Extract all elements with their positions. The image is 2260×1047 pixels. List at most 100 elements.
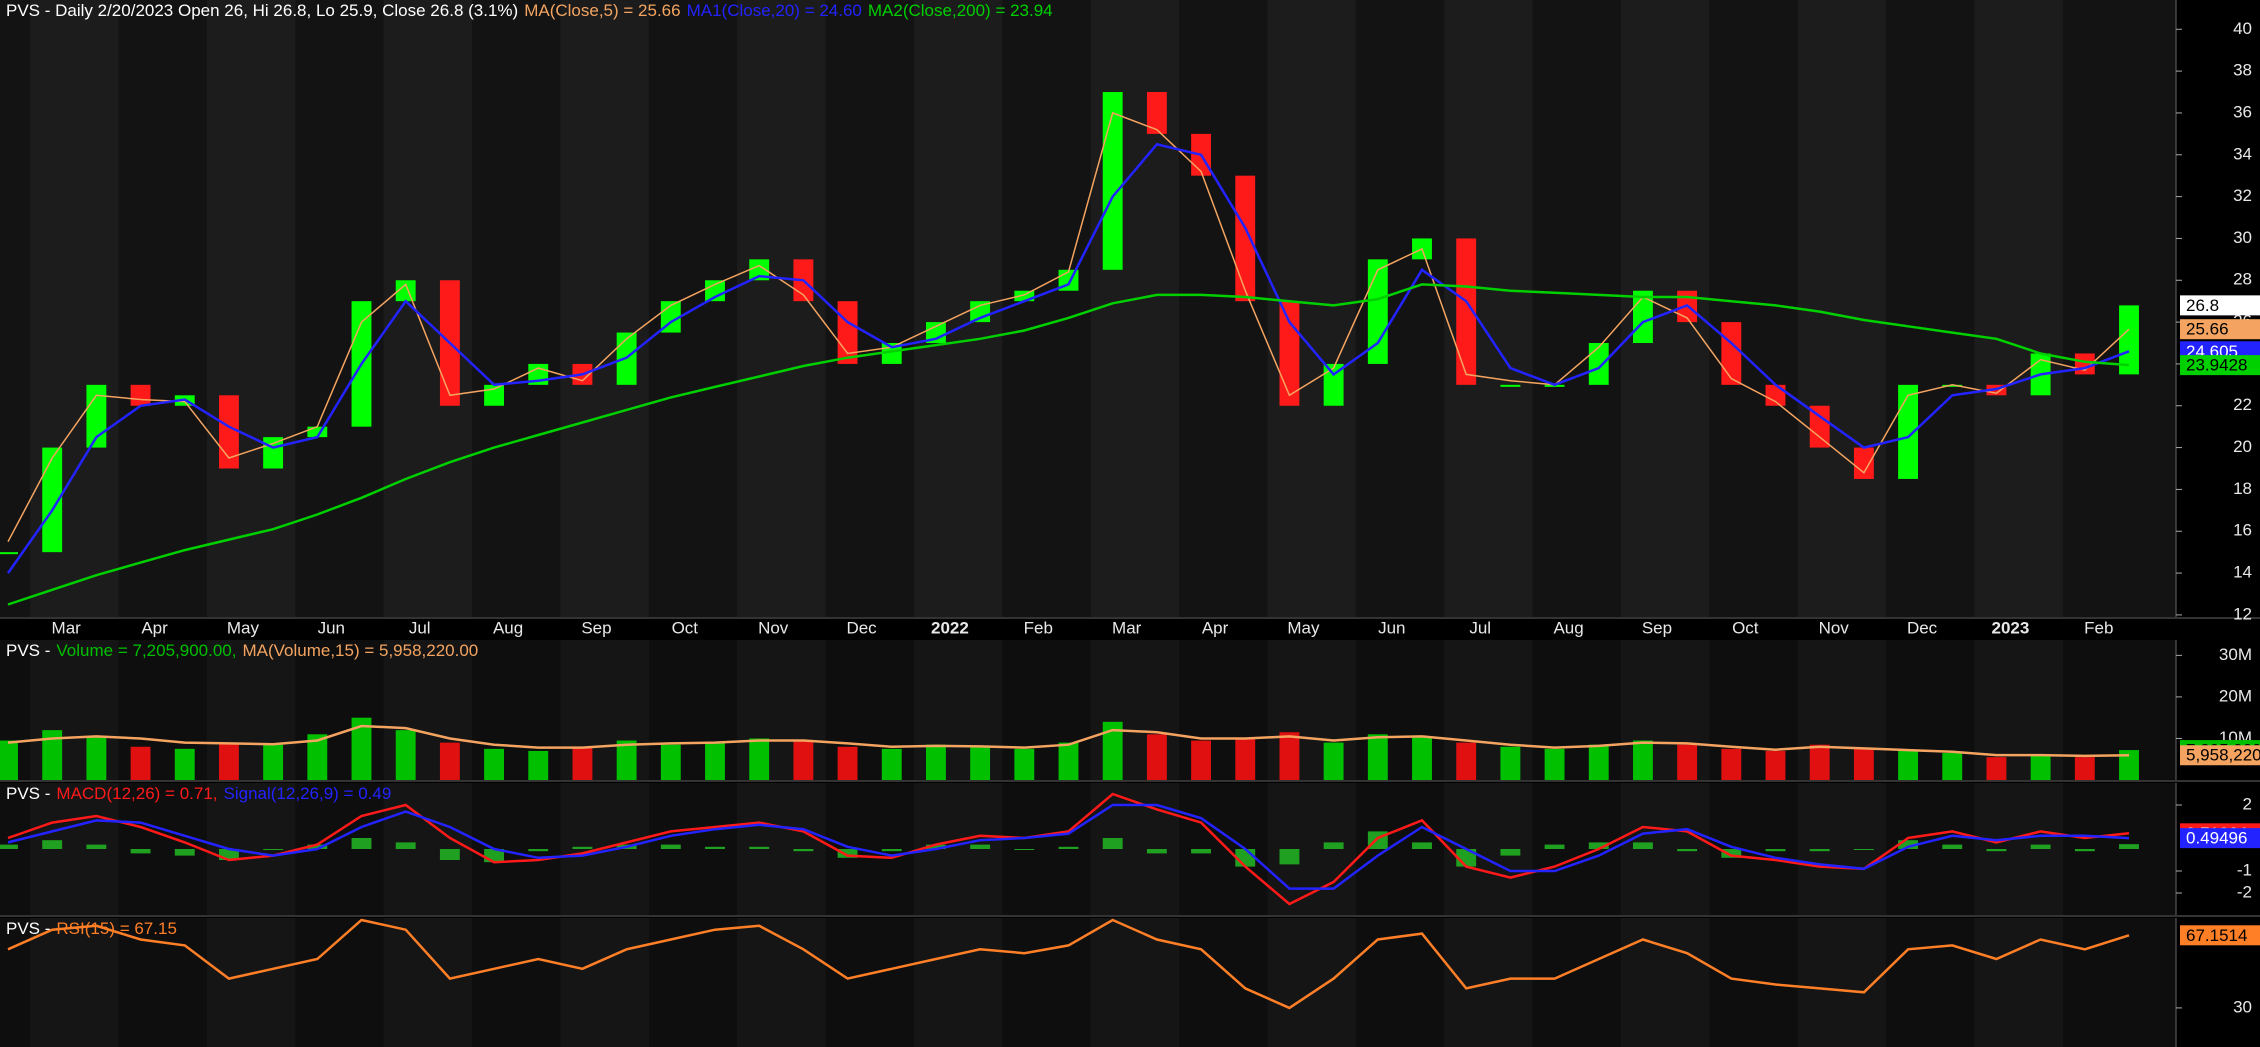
bar bbox=[1279, 849, 1300, 865]
y-tick-label: 14 bbox=[2233, 563, 2252, 582]
bar bbox=[1323, 842, 1344, 849]
y-tick-label: 20 bbox=[2233, 437, 2252, 456]
last-value-box bbox=[2180, 828, 2260, 849]
candle bbox=[1500, 384, 1521, 387]
last-value-label: 67.1514 bbox=[2186, 926, 2247, 945]
y-tick-label: -1 bbox=[2237, 860, 2252, 879]
bar bbox=[1853, 849, 1874, 850]
bar bbox=[1986, 849, 2007, 852]
bar bbox=[130, 849, 151, 854]
month-band bbox=[1797, 918, 1887, 1047]
bar bbox=[1588, 744, 1609, 780]
candle bbox=[749, 259, 770, 281]
x-tick-label: 2022 bbox=[931, 618, 969, 637]
panel-title: PVS - bbox=[6, 784, 51, 803]
bar bbox=[1500, 746, 1521, 780]
month-band bbox=[913, 918, 1003, 1047]
bar bbox=[1058, 846, 1079, 849]
month-band bbox=[1267, 918, 1356, 1047]
bar bbox=[1986, 757, 2007, 780]
candle bbox=[1146, 92, 1167, 134]
month-band bbox=[1797, 0, 1887, 617]
line bbox=[7, 792, 2130, 906]
candle bbox=[1014, 290, 1035, 302]
bar bbox=[837, 746, 858, 780]
candle bbox=[2119, 305, 2139, 375]
bar bbox=[1367, 734, 1388, 780]
bar bbox=[351, 717, 372, 780]
bar bbox=[2030, 844, 2051, 849]
month-band bbox=[1620, 918, 1710, 1047]
bar bbox=[439, 849, 460, 860]
bar bbox=[1942, 752, 1963, 780]
x-tick-label: Nov bbox=[1819, 618, 1850, 637]
bar bbox=[0, 844, 18, 849]
candle bbox=[1942, 384, 1963, 387]
x-tick-label: Feb bbox=[1024, 618, 1053, 637]
bar bbox=[1677, 744, 1698, 780]
panel-header: PVS - Daily 2/20/2023 Open 26, Hi 26.8, … bbox=[6, 1, 1059, 21]
bar bbox=[174, 849, 195, 856]
bar bbox=[86, 736, 107, 780]
y-tick-label: 30M bbox=[2219, 645, 2252, 664]
month-band bbox=[383, 918, 473, 1047]
candle bbox=[1235, 175, 1256, 302]
bar bbox=[1721, 849, 1742, 858]
line bbox=[7, 283, 2130, 606]
y-tick-label: 40 bbox=[2233, 19, 2252, 38]
last-value-box bbox=[2180, 745, 2260, 766]
x-tick-label: May bbox=[1287, 618, 1320, 637]
last-value-box bbox=[2180, 319, 2260, 340]
legend-entry: Signal(12,26,9) = 0.49 bbox=[223, 784, 392, 803]
candle bbox=[1632, 290, 1653, 344]
bar bbox=[837, 849, 858, 858]
bar bbox=[1765, 849, 1786, 852]
bar bbox=[1456, 742, 1477, 780]
panel-header: PVS - Volume = 7,205,900.00, MA(Volume,15)… bbox=[6, 641, 484, 661]
bar bbox=[925, 844, 946, 849]
last-value-label: 25.66 bbox=[2186, 320, 2229, 339]
x-tick-label: Aug bbox=[1553, 618, 1583, 637]
month-band bbox=[30, 918, 119, 1047]
bar bbox=[2074, 757, 2095, 780]
x-tick-label: Jul bbox=[1469, 618, 1491, 637]
legend-entry: MACD(12,26) = 0.71, bbox=[56, 784, 218, 803]
bar bbox=[307, 844, 328, 849]
candle bbox=[0, 552, 18, 555]
bar bbox=[1235, 849, 1256, 867]
x-tick-label: Sep bbox=[581, 618, 611, 637]
bar bbox=[793, 740, 814, 780]
bar bbox=[86, 844, 107, 849]
bar bbox=[1632, 740, 1653, 780]
panel-title: PVS - bbox=[6, 919, 51, 938]
bar bbox=[1279, 732, 1300, 780]
legend-entry: RSI(15) = 67.15 bbox=[56, 919, 177, 938]
candle bbox=[1853, 447, 1874, 479]
x-tick-label: Sep bbox=[1642, 618, 1672, 637]
bar bbox=[705, 742, 725, 780]
bar bbox=[1102, 721, 1123, 780]
legend-entry: MA(Close,5) = 25.66 bbox=[524, 1, 681, 20]
bar bbox=[263, 849, 284, 850]
month-band bbox=[737, 0, 826, 617]
y-tick-label: 20M bbox=[2219, 686, 2252, 705]
bar bbox=[1146, 734, 1167, 780]
bar bbox=[1544, 844, 1565, 849]
bar bbox=[572, 846, 593, 849]
candle bbox=[1456, 238, 1477, 385]
bar bbox=[395, 730, 416, 780]
bar bbox=[218, 742, 239, 780]
bar bbox=[970, 746, 991, 780]
bar bbox=[1898, 840, 1919, 849]
x-tick-label: Apr bbox=[1202, 618, 1229, 637]
y-tick-label: 2 bbox=[2243, 794, 2252, 813]
y-tick-label: -2 bbox=[2237, 882, 2252, 901]
bar bbox=[1544, 748, 1565, 780]
bar bbox=[793, 849, 814, 852]
x-tick-label: Oct bbox=[1732, 618, 1759, 637]
bar bbox=[1412, 736, 1432, 780]
bar bbox=[263, 744, 284, 780]
bar bbox=[1500, 849, 1521, 856]
candle bbox=[1323, 363, 1344, 406]
